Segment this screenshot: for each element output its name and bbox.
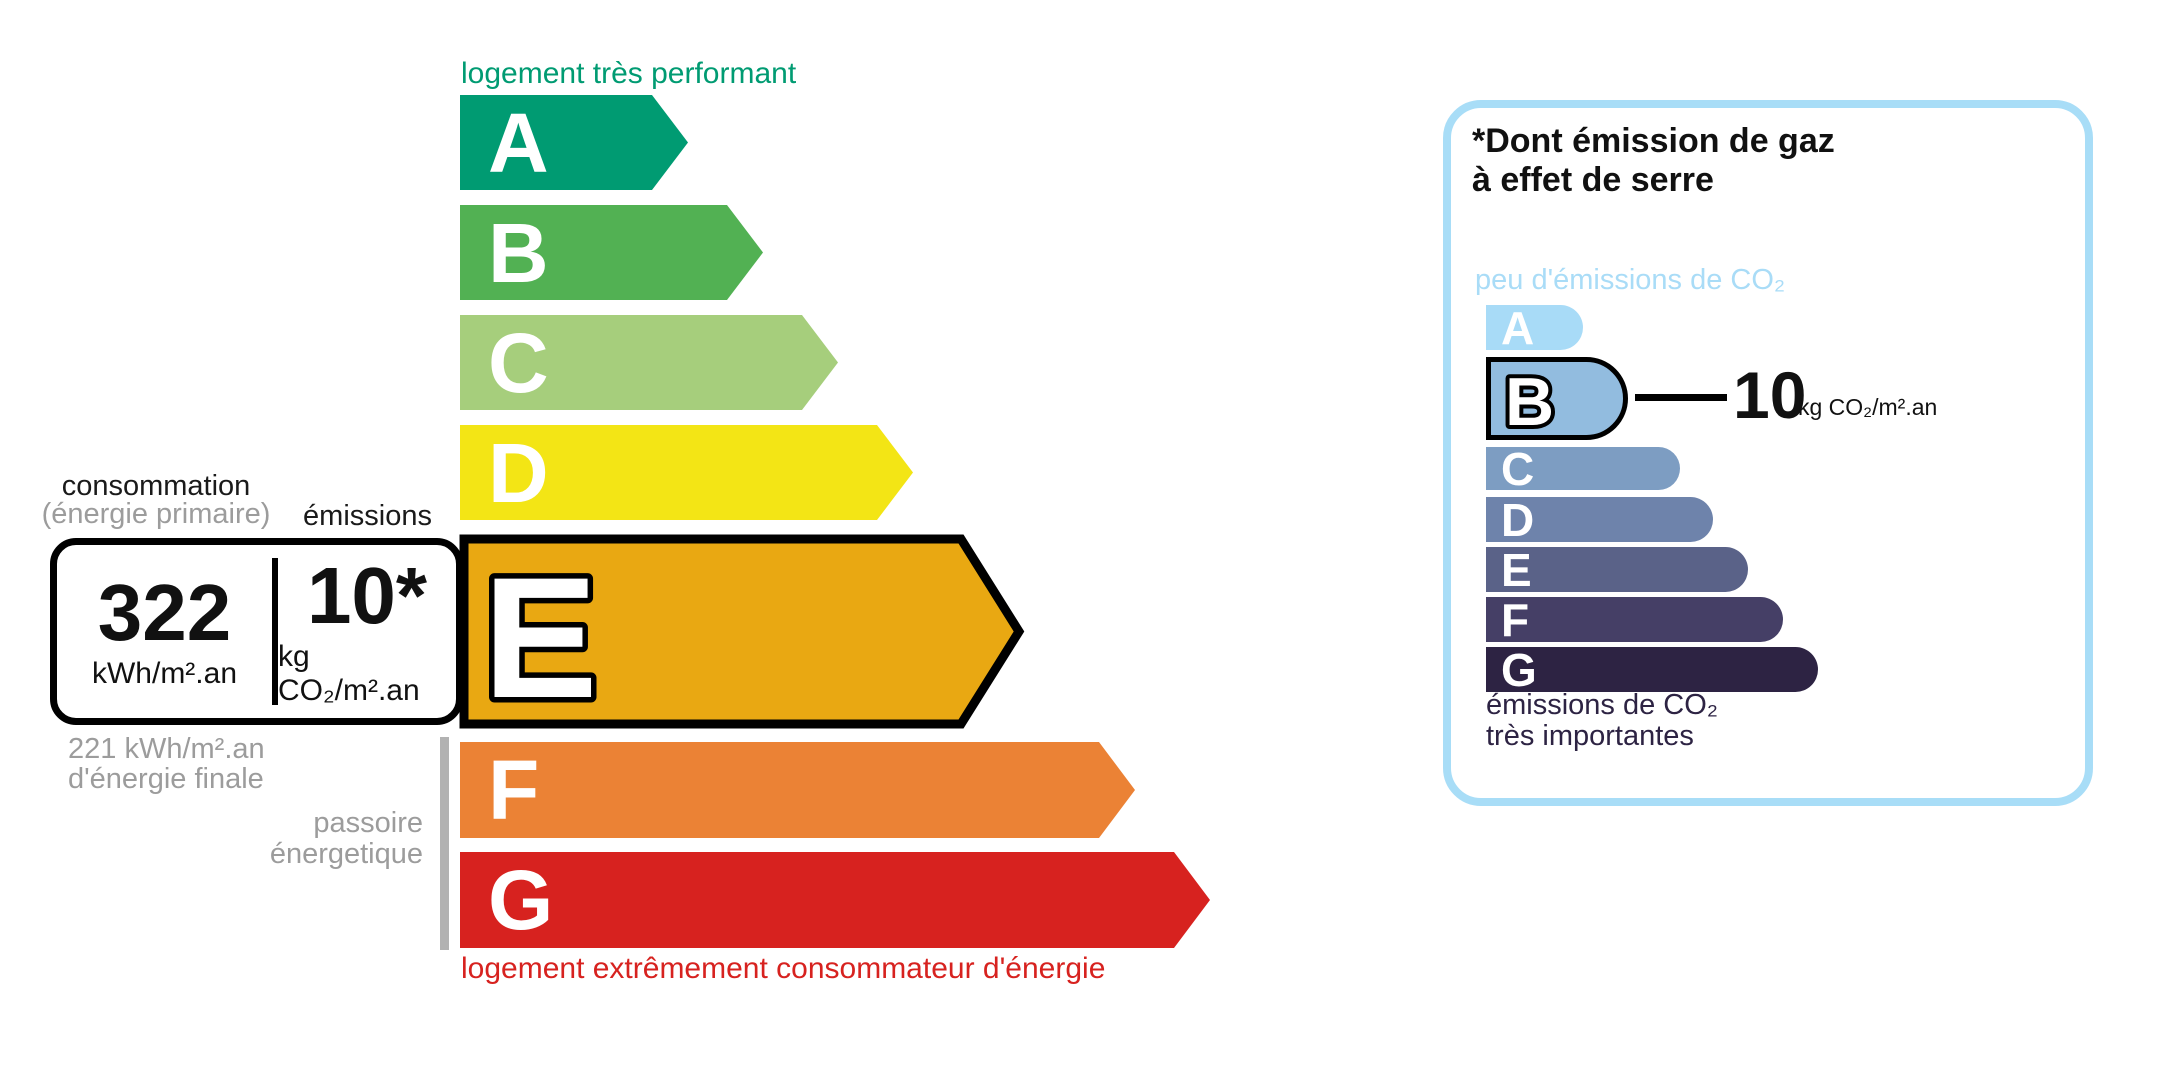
energy-class-letter-g: G (488, 853, 554, 947)
co2-class-bar-f: F (1486, 593, 1783, 646)
energy-class-arrow-d: D (460, 425, 913, 520)
co2-class-letter-b: B (1505, 364, 1554, 437)
value-box-divider (272, 558, 278, 705)
co2-class-bar-e: E (1486, 543, 1748, 596)
energy-class-arrow-a: A (460, 95, 688, 190)
energy-class-arrow-f: F (460, 742, 1135, 838)
consumption-unit: kWh/m².an (91, 656, 238, 690)
co2-panel-title-line2: à effet de serre (1472, 161, 1714, 199)
co2-class-letter-b-svg: B (1501, 361, 1558, 437)
emissions-value-cell: 10* kg CO₂/m².an (278, 545, 456, 718)
co2-class-bar-d: D (1486, 493, 1713, 546)
co2-class-letter-c: C (1501, 442, 1535, 495)
energy-class-letter-d: D (488, 425, 549, 520)
energy-class-arrow-c: C (460, 315, 838, 410)
co2-current-value-unit: kg CO₂/m².an (1798, 394, 1938, 420)
final-energy-annotation: 221 kWh/m².an d'énergie finale (68, 734, 265, 794)
consumption-header: consommation (énergie primaire) (40, 470, 272, 530)
energy-class-arrow-b: B (460, 205, 763, 300)
energy-class-letter-e: E (483, 542, 598, 729)
co2-high-emissions-line1: émissions de CO₂ (1486, 689, 1719, 721)
energy-class-letter-c: C (488, 315, 549, 410)
co2-class-bar-b-current: B (1486, 357, 1628, 440)
co2-high-emissions-line2: très importantes (1486, 720, 1694, 752)
energy-sieve-line2: énergetique (269, 838, 423, 870)
final-energy-line1: 221 kWh/m².an (68, 733, 265, 765)
bottom-performance-label: logement extrêmement consommateur d'éner… (461, 952, 1106, 985)
co2-high-emissions-label: émissions de CO₂ très importantes (1486, 690, 1718, 752)
co2-class-letter-e: E (1501, 543, 1532, 596)
energy-class-arrow-g: G (460, 852, 1210, 948)
final-energy-line2: d'énergie finale (68, 763, 264, 795)
top-performance-label: logement très performant (461, 57, 797, 90)
co2-class-letter-a: A (1501, 301, 1535, 354)
co2-value-connector-line (1635, 394, 1727, 401)
energy-class-letter-b: B (488, 205, 549, 300)
energy-sieve-line1: passoire (313, 807, 423, 839)
emissions-unit: kg CO₂/m².an (278, 639, 420, 707)
co2-class-bar-c: C (1486, 442, 1680, 495)
energy-class-arrow-e-shape (459, 534, 1025, 729)
co2-panel-title: *Dont émission de gaz à effet de serre (1472, 122, 1835, 200)
energy-sieve-label: passoire énergetique (140, 808, 423, 870)
energy-class-arrow-e-current: E (459, 534, 1025, 729)
co2-current-value: 10 (1733, 358, 1807, 432)
consumption-label: consommation (61, 470, 251, 502)
energy-sieve-bracket-bar (440, 737, 449, 950)
co2-class-bar-g: G (1486, 643, 1818, 696)
co2-class-letter-d: D (1501, 493, 1535, 546)
energy-class-letter-a: A (488, 95, 549, 190)
emissions-header: émissions (303, 500, 432, 532)
emissions-value: 10* (306, 550, 428, 640)
co2-low-emissions-label: peu d'émissions de CO₂ (1475, 264, 1786, 296)
primary-energy-label: (énergie primaire) (41, 498, 271, 530)
co2-class-letter-g: G (1501, 643, 1537, 696)
co2-panel-title-line1: *Dont émission de gaz (1472, 122, 1835, 160)
current-values-box: 322 kWh/m².an 10* kg CO₂/m².an (50, 538, 463, 725)
consumption-value-cell: 322 kWh/m².an (57, 545, 272, 718)
co2-class-letter-f: F (1501, 593, 1530, 646)
energy-class-letter-f: F (488, 743, 540, 837)
co2-class-bar-a: A (1486, 301, 1583, 354)
consumption-value: 322 (97, 567, 232, 657)
